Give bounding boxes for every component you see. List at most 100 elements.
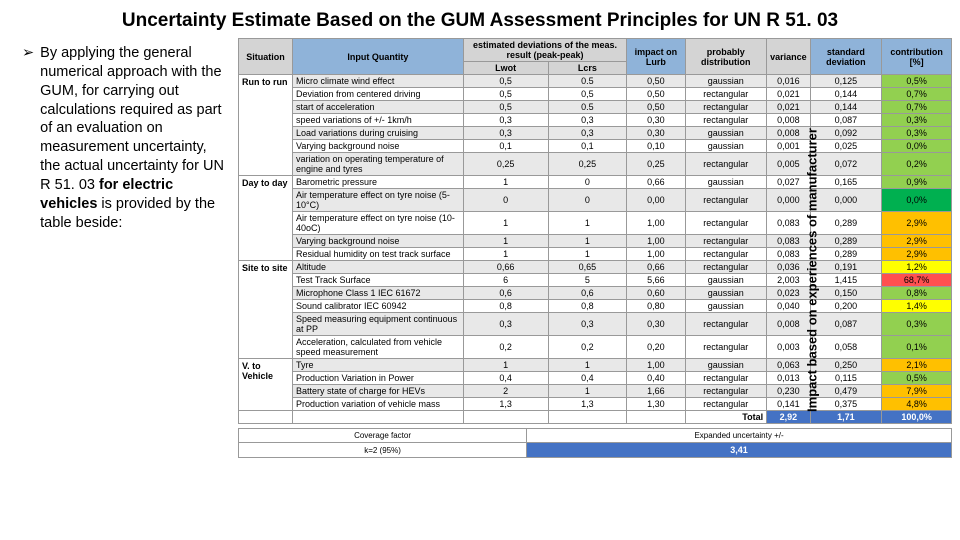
var-cell: 0,008 [767, 114, 811, 127]
iq-cell: Sound calibrator IEC 60942 [292, 300, 463, 313]
std-cell: 0,165 [810, 176, 882, 189]
contrib-cell: 0,3% [882, 127, 952, 140]
impact-cell: 0,60 [627, 287, 685, 300]
std-cell: 0,087 [810, 313, 882, 336]
lwot-cell: 0,5 [463, 88, 548, 101]
lcrs-cell: 1 [548, 385, 627, 398]
iq-cell: Microphone Class 1 IEC 61672 [292, 287, 463, 300]
lwot-cell: 0,2 [463, 336, 548, 359]
prob-cell: rectangular [685, 101, 767, 114]
prob-cell: gaussian [685, 300, 767, 313]
impact-cell: 0,40 [627, 372, 685, 385]
prob-cell: rectangular [685, 336, 767, 359]
std-cell: 0,125 [810, 75, 882, 88]
table-row: V. to VehicleTyre111,00gaussian0,0630,25… [239, 359, 952, 372]
std-cell: 0,144 [810, 101, 882, 114]
std-cell: 0,289 [810, 235, 882, 248]
prob-cell: gaussian [685, 287, 767, 300]
total-row: Total2,921,71100,0% [239, 411, 952, 424]
left-panel: ➢ By applying the general numerical appr… [8, 38, 238, 458]
contrib-cell: 2,9% [882, 212, 952, 235]
std-cell: 0,250 [810, 359, 882, 372]
contrib-cell: 0,5% [882, 75, 952, 88]
contrib-cell: 2,1% [882, 359, 952, 372]
table-row: Site to siteAltitude0,660,650,66rectangu… [239, 261, 952, 274]
hdr-input: Input Quantity [292, 39, 463, 75]
impact-cell: 0,66 [627, 176, 685, 189]
prob-cell: rectangular [685, 114, 767, 127]
std-cell: 0,025 [810, 140, 882, 153]
iq-cell: Deviation from centered driving [292, 88, 463, 101]
table-container: Situation Input Quantity estimated devia… [238, 38, 952, 458]
coverage-label: Coverage factor [239, 429, 527, 443]
std-cell: 0,150 [810, 287, 882, 300]
impact-cell: 0,80 [627, 300, 685, 313]
situation-cell: Site to site [239, 261, 293, 359]
prob-cell: rectangular [685, 398, 767, 411]
prob-cell: rectangular [685, 235, 767, 248]
contrib-cell: 68,7% [882, 274, 952, 287]
impact-cell: 1,66 [627, 385, 685, 398]
lwot-cell: 2 [463, 385, 548, 398]
hdr-std: standard deviation [810, 39, 882, 75]
prob-cell: rectangular [685, 212, 767, 235]
lwot-cell: 0,25 [463, 153, 548, 176]
iq-cell: Air temperature effect on tyre noise (10… [292, 212, 463, 235]
lcrs-cell: 0,3 [548, 114, 627, 127]
lcrs-cell: 0,1 [548, 140, 627, 153]
contrib-cell: 0,8% [882, 287, 952, 300]
contrib-cell: 0,0% [882, 189, 952, 212]
prob-cell: rectangular [685, 189, 767, 212]
iq-cell: Varying background noise [292, 140, 463, 153]
impact-cell: 0,50 [627, 101, 685, 114]
std-cell: 0,144 [810, 88, 882, 101]
impact-cell: 0,20 [627, 336, 685, 359]
situation-cell: Run to run [239, 75, 293, 176]
hdr-dev: estimated deviations of the meas. result… [463, 39, 626, 62]
impact-cell: 0,30 [627, 127, 685, 140]
std-cell: 0,000 [810, 189, 882, 212]
page-title: Uncertainty Estimate Based on the GUM As… [0, 0, 960, 38]
expanded-label: Expanded uncertainty +/- [527, 429, 952, 443]
iq-cell: Acceleration, calculated from vehicle sp… [292, 336, 463, 359]
prob-cell: gaussian [685, 176, 767, 189]
impact-cell: 5,66 [627, 274, 685, 287]
iq-cell: variation on operating temperature of en… [292, 153, 463, 176]
prob-cell: rectangular [685, 313, 767, 336]
iq-cell: Tyre [292, 359, 463, 372]
lcrs-cell: 0,25 [548, 153, 627, 176]
impact-cell: 0,66 [627, 261, 685, 274]
contrib-cell: 0,0% [882, 140, 952, 153]
bullet-mark: ➢ [22, 44, 34, 232]
table-row: Test Track Surface655,66gaussian2,0031,4… [239, 274, 952, 287]
contrib-cell: 7,9% [882, 385, 952, 398]
lwot-cell: 1 [463, 176, 548, 189]
var-cell: 0,016 [767, 75, 811, 88]
hdr-lwot: Lwot [463, 62, 548, 75]
prob-cell: gaussian [685, 359, 767, 372]
iq-cell: start of acceleration [292, 101, 463, 114]
iq-cell: Barometric pressure [292, 176, 463, 189]
hdr-var: variance [767, 39, 811, 75]
lwot-cell: 0,5 [463, 75, 548, 88]
lcrs-cell: 1 [548, 235, 627, 248]
lwot-cell: 0,4 [463, 372, 548, 385]
vertical-label: Impact based on experiences of manufactu… [805, 128, 820, 412]
std-cell: 0,191 [810, 261, 882, 274]
lcrs-cell: 0,3 [548, 127, 627, 140]
footer-table: Coverage factor Expanded uncertainty +/-… [238, 428, 952, 458]
total-std: 1,71 [810, 411, 882, 424]
lwot-cell: 0,8 [463, 300, 548, 313]
table-row: Air temperature effect on tyre noise (10… [239, 212, 952, 235]
impact-cell: 0,50 [627, 75, 685, 88]
var-cell: 0,021 [767, 101, 811, 114]
table-row: Production variation of vehicle mass1,31… [239, 398, 952, 411]
std-cell: 0,289 [810, 212, 882, 235]
lcrs-cell: 0.5 [548, 101, 627, 114]
hdr-lcrs: Lcrs [548, 62, 627, 75]
hdr-impact: impact on Lurb [627, 39, 685, 75]
impact-cell: 0,10 [627, 140, 685, 153]
lcrs-cell: 0,6 [548, 287, 627, 300]
contrib-cell: 0,2% [882, 153, 952, 176]
impact-cell: 1,30 [627, 398, 685, 411]
